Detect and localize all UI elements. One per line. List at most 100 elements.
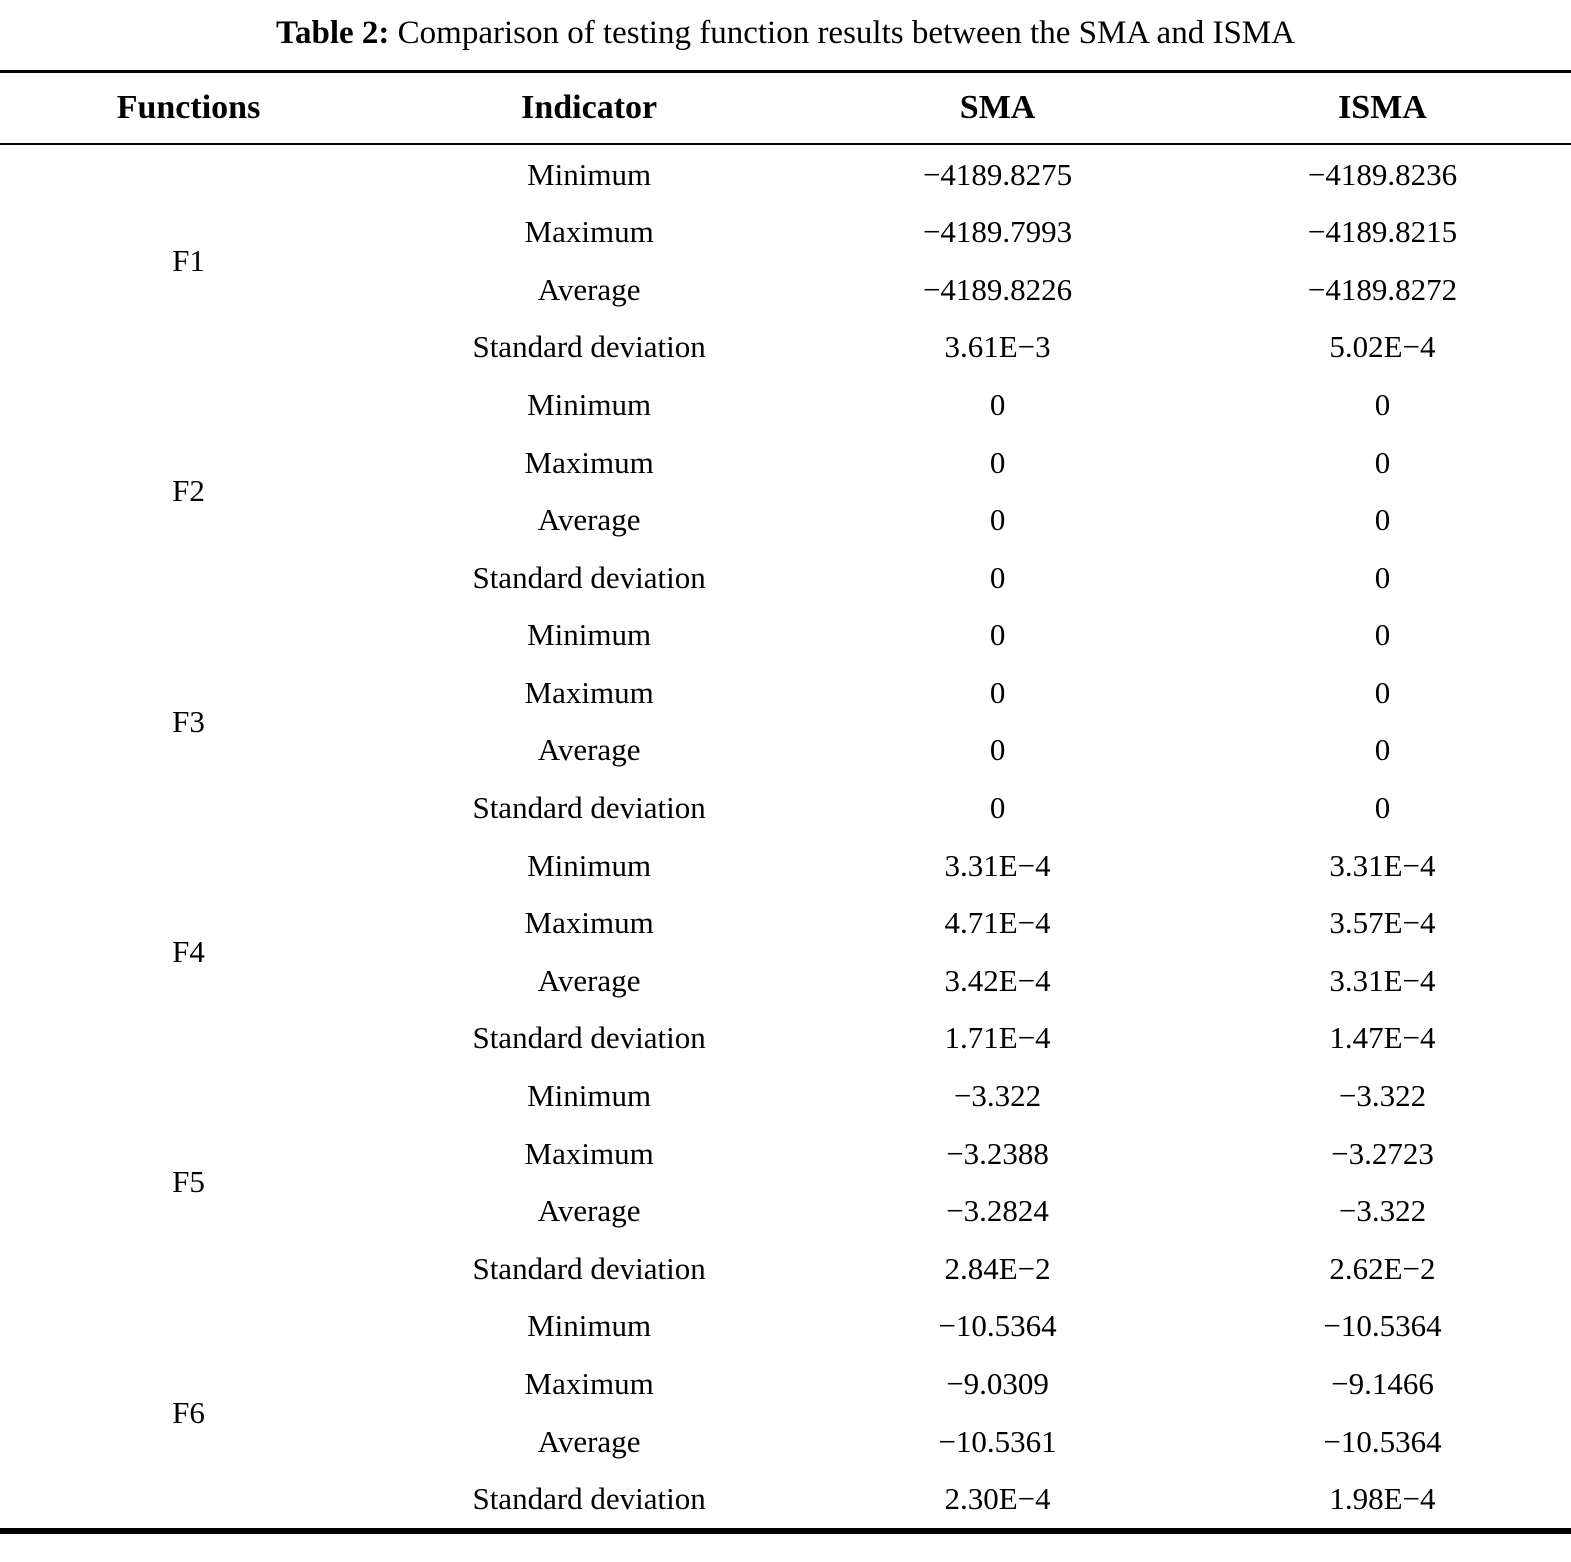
indicator-cell: Average: [537, 962, 641, 998]
isma-value-cell: 0: [1374, 502, 1391, 538]
isma-value-cell: 0: [1374, 732, 1391, 768]
sma-value-cell: −3.322: [953, 1078, 1042, 1114]
table-row: Average 0 0: [0, 491, 1571, 549]
isma-value-cell: 1.98E−4: [1329, 1481, 1436, 1517]
sma-value-cell: −10.5364: [938, 1308, 1057, 1344]
table-row: F2 Minimum 0 0: [0, 376, 1571, 506]
table-caption-label: Table 2:: [276, 15, 390, 51]
sma-value-cell: 0: [989, 444, 1006, 480]
isma-value-cell: −4189.8236: [1307, 156, 1458, 192]
table-row: F3 Minimum 0 0: [0, 606, 1571, 736]
table-row: Maximum −3.2388 −3.2723: [0, 1124, 1571, 1182]
sma-value-cell: 0: [989, 674, 1006, 710]
isma-value-cell: 0: [1374, 444, 1391, 480]
sma-value-cell: 0: [989, 386, 1006, 422]
indicator-cell: Minimum: [527, 386, 652, 422]
isma-value-cell: −3.322: [1338, 1193, 1427, 1229]
table-header: Functions Indicator SMA ISMA: [0, 71, 1571, 146]
indicator-cell: Standard deviation: [472, 329, 706, 365]
indicator-cell: Average: [537, 502, 641, 538]
sma-value-cell: 4.71E−4: [944, 905, 1051, 941]
isma-value-cell: −9.1466: [1331, 1366, 1434, 1402]
indicator-cell: Average: [537, 1193, 641, 1229]
isma-value-cell: −3.322: [1338, 1078, 1427, 1114]
table-row: Average −4189.8226 −4189.8272: [0, 260, 1571, 318]
sma-value-cell: 2.84E−2: [944, 1250, 1051, 1286]
indicator-cell: Average: [537, 1423, 641, 1459]
isma-value-cell: −4189.8215: [1307, 214, 1458, 250]
header-functions: Functions: [0, 71, 378, 146]
sma-value-cell: 1.71E−4: [944, 1020, 1051, 1056]
table-row: Standard deviation 2.30E−4 1.98E−4: [0, 1470, 1571, 1531]
indicator-cell: Maximum: [524, 674, 654, 710]
isma-value-cell: −10.5364: [1323, 1423, 1442, 1459]
isma-value-cell: 0: [1374, 559, 1391, 595]
isma-value-cell: 3.57E−4: [1329, 905, 1436, 941]
sma-value-cell: −3.2388: [946, 1135, 1049, 1171]
indicator-cell: Maximum: [524, 1135, 654, 1171]
isma-value-cell: 1.47E−4: [1329, 1020, 1436, 1056]
function-cell: F1: [172, 242, 205, 278]
table-row: Maximum −9.0309 −9.1466: [0, 1355, 1571, 1413]
indicator-cell: Standard deviation: [472, 1020, 706, 1056]
table-row: Standard deviation 1.71E−4 1.47E−4: [0, 1009, 1571, 1067]
table-row: Average 3.42E−4 3.31E−4: [0, 952, 1571, 1010]
table-row: F1 Minimum −4189.8275 −4189.8236: [0, 144, 1571, 276]
header-row: Functions Indicator SMA ISMA: [0, 71, 1571, 146]
table-row: Maximum 0 0: [0, 664, 1571, 722]
indicator-cell: Maximum: [524, 214, 654, 250]
table-row: Average −10.5361 −10.5364: [0, 1412, 1571, 1470]
sma-value-cell: 0: [989, 617, 1006, 653]
isma-value-cell: 2.62E−2: [1329, 1250, 1436, 1286]
table-caption-text: Comparison of testing function results b…: [389, 15, 1295, 51]
table-row: Maximum 4.71E−4 3.57E−4: [0, 894, 1571, 952]
sma-value-cell: −3.2824: [946, 1193, 1049, 1229]
function-cell: F2: [172, 473, 205, 509]
indicator-cell: Standard deviation: [472, 1250, 706, 1286]
indicator-cell: Average: [537, 271, 641, 307]
table-row: Maximum 0 0: [0, 433, 1571, 491]
table-body: F1 Minimum −4189.8275 −4189.8236 Maximum −418…: [0, 144, 1571, 1530]
indicator-cell: Standard deviation: [472, 790, 706, 826]
indicator-cell: Minimum: [527, 156, 652, 192]
indicator-cell: Minimum: [527, 847, 652, 883]
sma-value-cell: 0: [989, 732, 1006, 768]
sma-value-cell: 3.42E−4: [944, 962, 1051, 998]
isma-value-cell: 3.31E−4: [1329, 962, 1436, 998]
sma-value-cell: 3.31E−4: [944, 847, 1051, 883]
indicator-cell: Average: [537, 732, 641, 768]
sma-value-cell: 3.61E−3: [944, 329, 1051, 365]
isma-value-cell: −10.5364: [1323, 1308, 1442, 1344]
function-cell: F3: [172, 703, 205, 739]
table-row: F5 Minimum −3.322 −3.322: [0, 1067, 1571, 1197]
header-isma: ISMA: [1193, 71, 1571, 146]
header-sma: SMA: [801, 71, 1194, 146]
sma-value-cell: 2.30E−4: [944, 1481, 1051, 1517]
sma-value-cell: −4189.8275: [922, 156, 1073, 192]
table-row: Standard deviation 3.61E−3 5.02E−4: [0, 318, 1571, 376]
table-row: Standard deviation 2.84E−2 2.62E−2: [0, 1240, 1571, 1298]
function-cell: F5: [172, 1164, 205, 1200]
table-row: Standard deviation 0 0: [0, 779, 1571, 837]
isma-value-cell: 0: [1374, 617, 1391, 653]
isma-value-cell: 0: [1374, 674, 1391, 710]
isma-value-cell: 5.02E−4: [1329, 329, 1436, 365]
isma-value-cell: 0: [1374, 386, 1391, 422]
table-row: Average 0 0: [0, 721, 1571, 779]
sma-value-cell: 0: [989, 502, 1006, 538]
indicator-cell: Minimum: [527, 617, 652, 653]
indicator-cell: Standard deviation: [472, 559, 706, 595]
table-row: F4 Minimum 3.31E−4 3.31E−4: [0, 836, 1571, 967]
sma-value-cell: −10.5361: [938, 1423, 1057, 1459]
table-row: Standard deviation 0 0: [0, 548, 1571, 606]
results-table: Functions Indicator SMA ISMA F1 Minimum −4…: [0, 70, 1571, 1534]
sma-value-cell: 0: [989, 559, 1006, 595]
indicator-cell: Maximum: [524, 905, 654, 941]
sma-value-cell: −4189.7993: [922, 214, 1073, 250]
isma-value-cell: −4189.8272: [1307, 271, 1458, 307]
isma-value-cell: 0: [1374, 790, 1391, 826]
indicator-cell: Maximum: [524, 444, 654, 480]
isma-value-cell: −3.2723: [1331, 1135, 1434, 1171]
sma-value-cell: 0: [989, 790, 1006, 826]
